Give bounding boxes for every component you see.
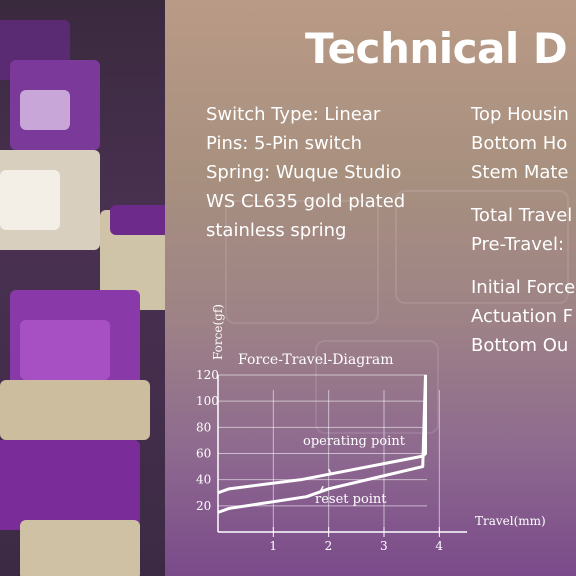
spec-initial-force: Initial Force <box>471 277 576 298</box>
x-tick-label: 1 <box>269 539 277 553</box>
spec-total-travel: Total Travel <box>471 205 573 226</box>
spec-list-right: Top Housin Bottom Ho Stem Mate Total Tra… <box>471 100 575 360</box>
y-tick-label: 120 <box>196 368 219 382</box>
spec-stem-material: Stem Mate <box>471 162 569 183</box>
x-axis-label: Travel(mm) <box>475 514 546 528</box>
x-tick-label: 4 <box>435 539 443 553</box>
force-travel-diagram: Force(gf) Force-Travel-Diagram 120100806… <box>196 305 546 553</box>
diagram-title: Force-Travel-Diagram <box>238 352 394 368</box>
y-tick-label: 20 <box>196 499 211 513</box>
spec-spring-material: stainless spring <box>206 220 347 241</box>
operating-curve <box>217 375 427 495</box>
keyboard-switch-photo <box>0 0 165 576</box>
x-tick-label: 3 <box>380 539 388 553</box>
spec-bottom-housing: Bottom Ho <box>471 133 568 154</box>
reset-curve <box>217 374 427 514</box>
operating-point-pointer <box>328 468 333 475</box>
y-tick-label: 40 <box>196 473 211 487</box>
spec-bottom-out-force: Bottom Ou <box>471 335 569 356</box>
page-title: Technical D <box>305 24 568 73</box>
chart-lines <box>217 374 427 514</box>
spec-pins: Pins: 5-Pin switch <box>206 133 363 154</box>
spec-switch-type: Switch Type: Linear <box>206 104 381 125</box>
technical-data-panel: Technical D Switch Type: Linear Pins: 5-… <box>165 0 576 576</box>
y-tick-label: 60 <box>196 447 211 461</box>
spec-spring-detail: WS CL635 gold plated <box>206 191 406 212</box>
operating-point-label: operating point <box>303 434 406 449</box>
spec-pre-travel: Pre-Travel: <box>471 234 565 255</box>
y-tick-label: 100 <box>196 394 219 408</box>
spec-list-left: Switch Type: Linear Pins: 5-Pin switch S… <box>206 100 405 245</box>
y-tick-label: 80 <box>196 420 211 434</box>
x-tick-label: 2 <box>325 539 333 553</box>
spec-actuation-force: Actuation F <box>471 306 573 327</box>
reset-point-label: reset point <box>315 492 387 507</box>
y-axis-label: Force(gf) <box>211 305 225 360</box>
spec-spring: Spring: Wuque Studio <box>206 162 402 183</box>
reset-point-pointer <box>319 485 324 492</box>
spec-top-housing: Top Housin <box>471 104 569 125</box>
